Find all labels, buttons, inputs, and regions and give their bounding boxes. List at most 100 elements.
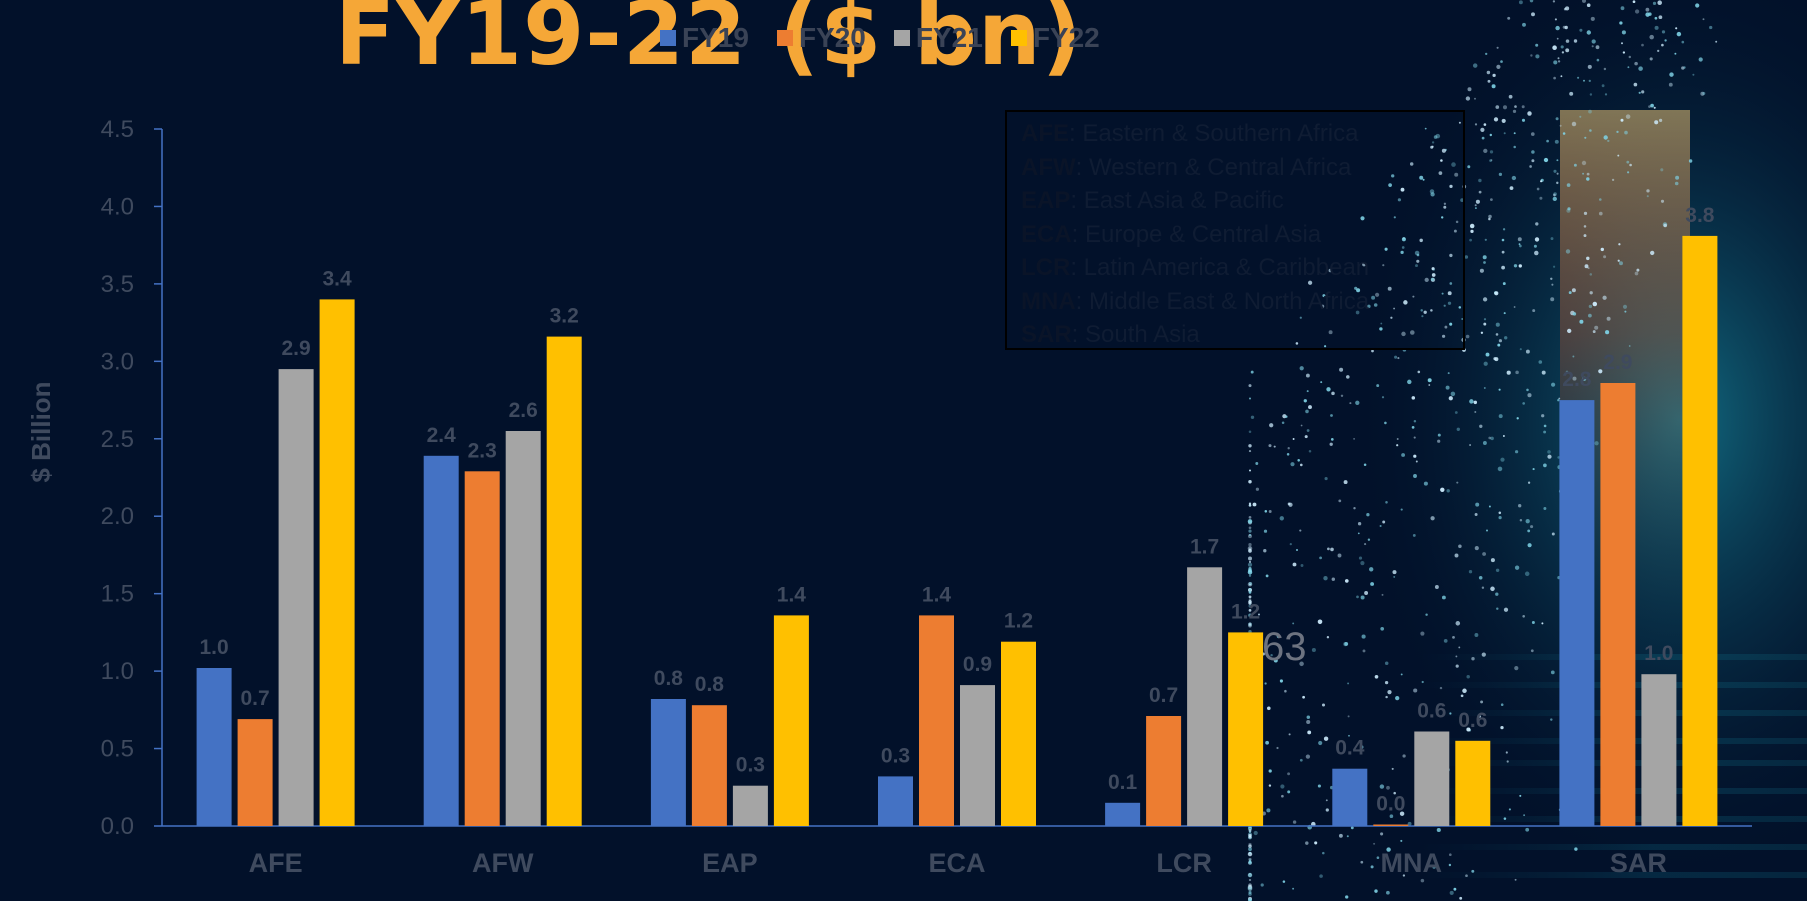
- decor-dot: [1641, 90, 1645, 94]
- decor-dot: [1452, 636, 1455, 639]
- decor-dot: [1407, 379, 1412, 385]
- decor-dot: [1668, 82, 1673, 87]
- decor-dot: [1530, 525, 1534, 529]
- y-tick-label: 4.0: [101, 193, 134, 220]
- decor-dot: [1488, 214, 1492, 219]
- chart-bars: [196, 235, 1718, 826]
- data-label: 0.1: [1108, 771, 1138, 794]
- bar-eap-fy19: [650, 699, 686, 826]
- decor-dot: [1369, 567, 1374, 572]
- decor-dot: [1518, 504, 1522, 508]
- decor-dot: [1401, 237, 1406, 242]
- data-label: 0.6: [1458, 709, 1487, 732]
- decor-dot: [1305, 373, 1310, 378]
- decor-dot: [1482, 552, 1487, 556]
- decor-dot: [1497, 343, 1501, 347]
- decor-dot: [1513, 132, 1516, 135]
- chart-title: FY19-22 ($ bn): [335, 0, 1083, 85]
- decor-dot: [1483, 261, 1486, 264]
- decor-dot: [1480, 331, 1484, 334]
- decor-dot: [1605, 330, 1610, 335]
- decor-dot: [1276, 634, 1281, 639]
- decor-dot: [1529, 165, 1532, 168]
- decor-dot: [1347, 715, 1350, 718]
- decor-dot: [1555, 117, 1559, 121]
- decor-dot: [1638, 91, 1641, 94]
- decor-dot: [1503, 817, 1507, 820]
- decor-dot: [1692, 73, 1695, 76]
- legend-label: FY21: [915, 22, 983, 53]
- decor-dot: [1454, 411, 1458, 414]
- data-label: 2.6: [509, 399, 538, 422]
- decor-dot: [1386, 890, 1390, 895]
- decor-dot: [1393, 575, 1396, 578]
- decor-dot: [1566, 208, 1571, 213]
- decor-dot: [1411, 396, 1416, 400]
- decor-dot: [1445, 385, 1450, 390]
- decor-dot: [1412, 295, 1415, 298]
- decor-dot: [1329, 442, 1333, 446]
- decor-dot: [1353, 437, 1356, 440]
- decor-dot: [1443, 639, 1448, 643]
- decor-dot: [1552, 0, 1556, 3]
- decor-dot: [1516, 417, 1519, 420]
- decor-dot: [1247, 886, 1253, 891]
- region-key-line: EAP: East Asia & Pacific: [1021, 184, 1449, 218]
- decor-dot: [1502, 105, 1508, 110]
- decor-dot: [1584, 264, 1589, 269]
- legend-label: FY20: [798, 22, 866, 53]
- decor-dot: [1464, 255, 1469, 259]
- decor-dot: [1441, 148, 1446, 153]
- decor-dot: [1483, 148, 1488, 154]
- data-label: 2.9: [1603, 351, 1632, 374]
- decor-dot: [1306, 429, 1310, 432]
- decor-dot: [1657, 0, 1662, 5]
- decor-dot: [1248, 608, 1252, 612]
- decor-dot: [1364, 543, 1367, 546]
- decor-dot: [1286, 453, 1290, 456]
- decor-dot: [1344, 641, 1349, 646]
- decor-dot: [1248, 835, 1252, 839]
- decor-dot: [1337, 553, 1342, 558]
- decor-dot: [1556, 172, 1559, 175]
- decor-dot: [1366, 513, 1370, 517]
- region-code: MNA: [1021, 287, 1076, 315]
- decor-dot: [1306, 390, 1309, 393]
- decor-dot: [1479, 268, 1484, 273]
- region-name: : Eastern & Southern Africa: [1069, 120, 1359, 147]
- decor-dot: [1432, 268, 1436, 271]
- decor-dot: [1543, 157, 1549, 163]
- decor-dot: [1587, 267, 1590, 270]
- decor-dot: [1320, 304, 1325, 308]
- decor-dot: [1511, 175, 1517, 181]
- decor-dot: [1536, 187, 1540, 191]
- decor-dot: [1280, 784, 1285, 789]
- decor-dot: [1247, 872, 1253, 878]
- decor-dot: [1529, 0, 1534, 3]
- decor-dot: [1361, 634, 1366, 639]
- decor-dot: [1531, 621, 1535, 624]
- decor-dot: [1325, 808, 1329, 812]
- decor-dot: [1547, 450, 1551, 454]
- decor-dot: [1248, 556, 1252, 561]
- decor-dot: [1248, 842, 1252, 847]
- decor-dot: [1385, 501, 1388, 504]
- legend-item-fy19: FY19: [660, 22, 749, 54]
- decor-dot: [1292, 622, 1295, 625]
- decor-dot: [1538, 360, 1543, 364]
- decor-dot: [1489, 133, 1493, 137]
- x-tick-label: MNA: [1381, 848, 1443, 878]
- decor-dot: [1281, 794, 1284, 798]
- decor-dot: [1380, 626, 1385, 631]
- decor-dot: [1413, 420, 1417, 423]
- decor-dot: [1470, 229, 1474, 234]
- decor-dot: [1606, 316, 1611, 321]
- decor-dot: [1458, 544, 1462, 549]
- decor-dot: [1379, 784, 1385, 789]
- bar-afw-fy21: [505, 431, 541, 826]
- decor-dot: [1248, 898, 1252, 901]
- decor-dot: [1485, 52, 1488, 56]
- y-tick-label: 4.5: [101, 116, 134, 143]
- decor-dot: [1345, 895, 1349, 899]
- decor-dot: [1381, 593, 1384, 596]
